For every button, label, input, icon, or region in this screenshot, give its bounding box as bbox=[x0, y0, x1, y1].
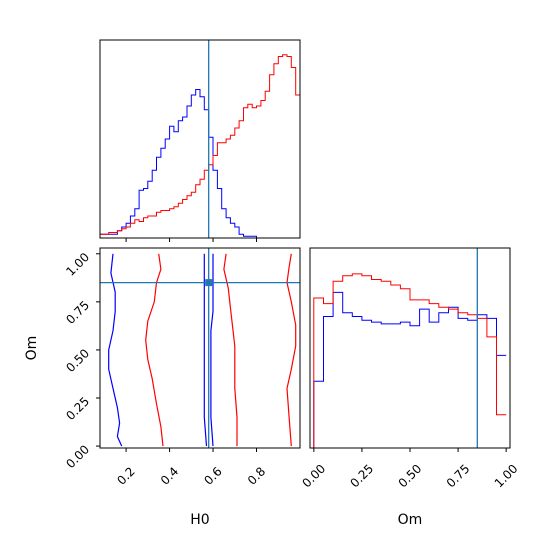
contour-blue-2 bbox=[210, 253, 214, 447]
om-hist-red bbox=[313, 273, 507, 448]
contour-blue-0 bbox=[108, 253, 123, 447]
h0-xtick-label: 0.2 bbox=[114, 464, 137, 487]
x-axis-label-om: Om bbox=[398, 512, 423, 528]
contour-red-1 bbox=[223, 253, 238, 447]
contour-red-2 bbox=[286, 253, 297, 447]
x-axis-label-h0: H0 bbox=[190, 512, 209, 528]
axis-text-layer: 0.2 0.4 0.6 0.8 0.00 0.25 0.50 0.75 1.00 0.00 0.25… bbox=[24, 250, 521, 528]
h0-hist-red bbox=[100, 54, 300, 235]
om-ytick-label: 0.25 bbox=[63, 394, 92, 423]
h0-om-joint-panel bbox=[96, 247, 301, 452]
contour-red-0 bbox=[145, 253, 164, 447]
om-xtick-label: 1.00 bbox=[492, 462, 521, 491]
om-xtick-label: 0.00 bbox=[299, 462, 328, 491]
om-ytick-label: 1.00 bbox=[63, 250, 92, 279]
y-axis-label-om: Om bbox=[24, 336, 40, 361]
om-ytick-label: 0.00 bbox=[63, 442, 92, 471]
joint-panel-frame bbox=[99, 247, 301, 449]
h0-hist-blue bbox=[100, 89, 300, 239]
om-xtick-label: 0.25 bbox=[348, 462, 377, 491]
om-hist-blue bbox=[313, 291, 507, 448]
h0-xtick-label: 0.8 bbox=[245, 464, 268, 487]
h0-xtick-label: 0.6 bbox=[201, 464, 224, 487]
om-xtick-label: 0.50 bbox=[396, 462, 425, 491]
om-ytick-label: 0.75 bbox=[63, 298, 92, 327]
h0-panel-frame bbox=[99, 39, 301, 239]
om-panel-frame bbox=[309, 247, 511, 449]
h0-marginal-panel bbox=[99, 39, 301, 242]
truth-marker bbox=[205, 279, 213, 287]
h0-xtick-label: 0.4 bbox=[158, 464, 181, 487]
om-xtick-label: 0.75 bbox=[444, 462, 473, 491]
om-marginal-panel bbox=[309, 247, 511, 452]
om-ytick-label: 0.50 bbox=[63, 346, 92, 375]
